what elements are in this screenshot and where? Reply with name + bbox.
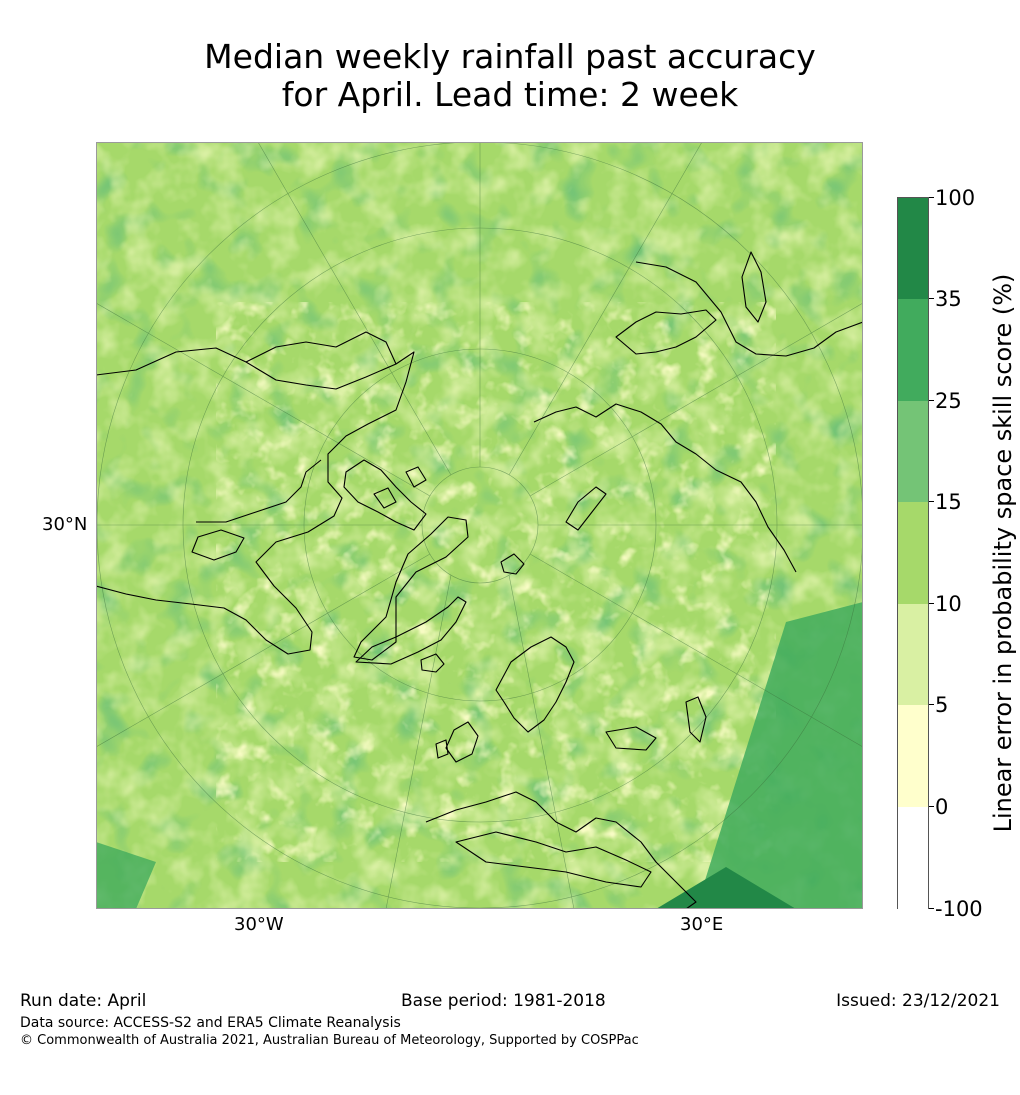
map-frame [96,142,863,909]
colorbar-seg-5-10 [898,604,928,705]
coastlines [96,251,863,909]
colorbar-tickmark [929,400,934,401]
east-asia-coast [635,261,863,357]
colorbar-seg-10-15 [898,502,928,604]
colorbar-seg-25-35 [898,299,928,401]
polar-skill-map [96,142,863,909]
greenland-detail [355,596,467,665]
mediterranean [455,831,652,888]
lon-label-30w: 30°W [234,914,284,935]
british-isles [435,721,479,763]
colorbar-seg-15-25 [898,401,928,502]
kamchatka [741,251,767,323]
lon-label-30e: 30°E [680,914,724,935]
issued-date: Issued: 23/12/2021 [836,991,1000,1011]
colorbar-tick-label: 35 [935,287,962,311]
colorbar-tickmark [929,501,934,502]
siberia-coast [533,403,797,573]
hudson-bay [191,529,245,561]
colorbar-tickmark [929,197,934,198]
base-period: Base period: 1981-2018 [401,991,606,1011]
copyright: © Commonwealth of Australia 2021, Austra… [20,1033,639,1048]
colorbar-tick-label: -100 [935,897,983,921]
title-line-2: for April. Lead time: 2 week [281,75,739,114]
colorbar-seg-35-100 [898,198,928,299]
colorbar-tick-label: 25 [935,389,962,413]
high-skill-region-southwest [96,842,156,909]
skill-field-lightest [216,302,776,862]
arctic-archipelago [343,459,427,531]
iceland [420,653,445,673]
map-title: Median weekly rainfall past accuracy for… [0,38,1020,114]
svalbard [500,553,525,575]
europe-coast [425,791,697,909]
greenland-coast [353,516,469,661]
colorbar-tick-label: 0 [935,795,949,819]
alaska-coast [245,331,397,365]
colorbar-tickmark [929,908,934,909]
canada-northwest [196,459,322,523]
colorbar-tick-label: 10 [935,592,962,616]
colorbar-seg-neg [898,807,928,910]
colorbar-tickmark [929,806,934,807]
colorbar-tickmark [929,603,934,604]
colorbar-seg-0-5 [898,705,928,807]
north-america-coast [96,347,415,655]
lat-label-30n: 30°N [42,514,88,535]
colorbar-tickmark [929,704,934,705]
data-source: Data source: ACCESS-S2 and ERA5 Climate … [20,1015,401,1031]
title-line-1: Median weekly rainfall past accuracy [204,37,816,76]
colorbar-title: Linear error in probability space skill … [989,273,1017,833]
novaya-zemlya [565,486,607,531]
high-skill-region-east [696,602,863,909]
scandinavia-coast [495,636,575,733]
colorbar [897,197,929,910]
high-skill-region-southeast [656,867,796,909]
run-date: Run date: April [20,991,147,1011]
colorbar-tick-label: 5 [935,693,949,717]
black-caspian [605,696,707,751]
colorbar-tick-label: 100 [935,186,976,210]
colorbar-tick-label: 15 [935,490,962,514]
okhotsk-coast [615,309,717,355]
colorbar-tickmark [929,298,934,299]
